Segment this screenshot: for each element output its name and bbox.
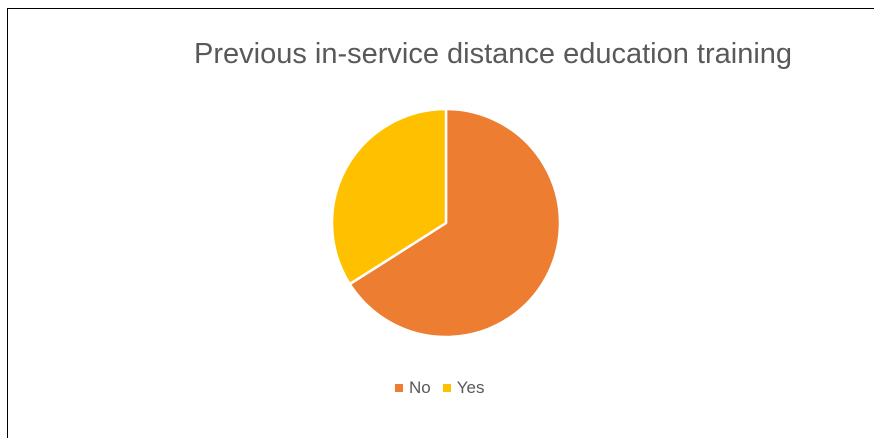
chart-title: Previous in-service distance education t… — [194, 38, 793, 70]
legend-label-no: No — [409, 378, 431, 397]
legend-swatch-no — [395, 383, 403, 392]
legend-swatch-yes — [442, 383, 451, 392]
chart-legend: No Yes — [395, 379, 496, 396]
legend-label-yes: Yes — [456, 378, 485, 397]
legend-item-yes: Yes — [442, 378, 485, 397]
pie-chart — [330, 107, 562, 339]
pie-slice-no — [348, 107, 562, 339]
legend-item-no: No — [395, 379, 431, 396]
pie-slice-yes — [330, 107, 448, 286]
